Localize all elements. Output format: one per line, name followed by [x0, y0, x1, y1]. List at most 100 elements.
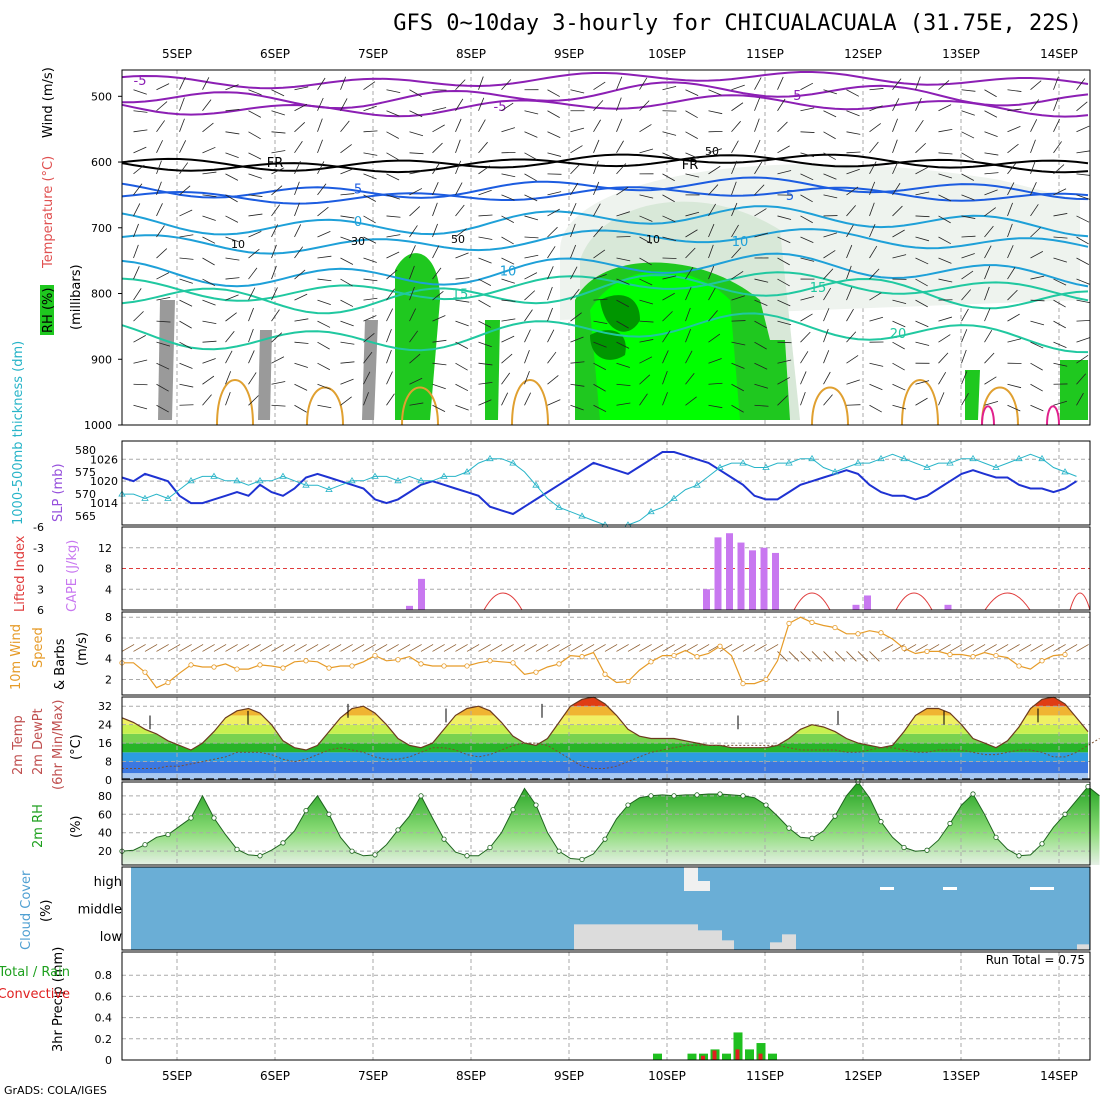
wind-barb — [340, 299, 354, 307]
low-cloud-block — [698, 930, 722, 950]
top-date-axis: 5SEP 6SEP 7SEP 8SEP 9SEP 10SEP 11SEP 12SEP 13SEP… — [162, 47, 1078, 61]
isotherm-line — [121, 271, 1089, 302]
wind-barb — [478, 214, 493, 217]
wind-barb — [363, 194, 377, 202]
wind-barb — [846, 224, 854, 238]
wind-tick-label: 4 — [105, 653, 112, 666]
wind-barb — [455, 228, 467, 238]
wind-barb — [708, 358, 722, 364]
wind-barb — [1076, 215, 1090, 223]
wind-barb — [1007, 202, 1013, 217]
wind-barb — [202, 236, 216, 244]
wind-barb — [179, 209, 193, 217]
wind-barb — [570, 89, 585, 94]
wind-barb — [156, 644, 169, 652]
wind-barb — [179, 341, 192, 350]
wind-barb — [547, 644, 560, 652]
wind-barb — [179, 257, 194, 260]
wind-barb — [340, 278, 353, 287]
thickness-line-point — [739, 459, 747, 466]
cape-bar — [418, 578, 425, 610]
wind-barb — [984, 152, 999, 156]
wind-barb — [823, 173, 837, 180]
wind-barb — [616, 211, 630, 217]
wind-barb — [455, 320, 469, 327]
rh-ylabel: 2m RH — [31, 804, 46, 848]
wind-barb — [915, 191, 930, 196]
wind-barb — [1030, 119, 1038, 132]
rh-shade-area — [590, 330, 626, 360]
wind-barb — [455, 79, 466, 90]
wind-barb — [1076, 392, 1084, 406]
wind-barb — [225, 257, 240, 261]
rh-line-point — [671, 793, 677, 799]
wind-barb — [984, 352, 995, 364]
wind-barb — [972, 644, 986, 652]
wind-barb — [340, 257, 354, 265]
wind-barb — [248, 372, 257, 385]
wind-barb — [616, 341, 630, 349]
rh-line-point — [142, 842, 148, 848]
rh-frame — [121, 781, 1091, 866]
precip-total-bar — [653, 1053, 662, 1060]
li-line — [483, 592, 523, 611]
wind-barb — [650, 644, 664, 652]
wind-barb — [524, 194, 538, 202]
wind-barb — [823, 308, 830, 322]
wind-barb — [961, 253, 975, 259]
li-line — [984, 592, 1031, 611]
temp-tick-label: 32 — [98, 700, 112, 713]
wind-barb — [524, 131, 538, 138]
wind-barb — [317, 139, 323, 153]
wind-barb — [570, 202, 577, 217]
wind-tick-label: 6 — [105, 632, 112, 645]
wind-barb — [570, 383, 585, 387]
wind-barb — [512, 644, 526, 652]
wind-barb — [420, 644, 434, 652]
wind-barb — [455, 277, 470, 280]
wind-barb — [121, 644, 135, 652]
wind-barb — [731, 160, 738, 175]
wind-barb — [869, 362, 884, 367]
thickness-line-point — [509, 459, 517, 466]
wind-barb — [1030, 182, 1037, 196]
wind-barb — [248, 395, 259, 406]
wind-speed-line-point — [901, 645, 907, 651]
rh-shade-area — [765, 340, 790, 420]
wind-barb — [524, 371, 530, 385]
wind-barb — [317, 644, 330, 652]
wind-barb — [742, 644, 756, 652]
wind-barb — [547, 307, 553, 322]
precip-ylabel: 3hr Precip (mm) — [51, 947, 66, 1052]
wind-barb — [524, 236, 539, 239]
wind-barb — [432, 644, 445, 652]
wind-barb — [478, 141, 488, 154]
wind-barb — [1030, 204, 1039, 217]
wind-barb — [915, 397, 928, 406]
rh-line-point — [993, 834, 999, 840]
rh-tick-label: 20 — [98, 845, 112, 858]
wind-barb — [501, 79, 512, 90]
thickness-line-point — [854, 459, 862, 466]
wind-barb — [1007, 89, 1022, 92]
wind-barb — [248, 287, 256, 301]
upper-ylabel-units: (millibars) — [69, 264, 84, 330]
wind-barb — [455, 118, 462, 132]
wind-barb — [731, 644, 744, 652]
high-cloud-block — [943, 887, 957, 890]
wind-barb — [685, 287, 692, 301]
cape-bar — [406, 605, 413, 610]
wind-barb — [1076, 101, 1088, 112]
wind-barb — [524, 215, 539, 221]
wind-barb — [156, 272, 170, 280]
warm-isotherm-loop — [511, 379, 549, 426]
isotherm-line — [121, 94, 1089, 118]
wind-speed-line-point — [625, 678, 631, 685]
wind-barb — [317, 341, 330, 350]
wind-barb — [731, 247, 742, 259]
wind-barb — [984, 189, 998, 196]
isotherm-line — [121, 71, 1089, 90]
wind-barb — [432, 161, 441, 175]
wind-barb — [869, 404, 882, 413]
rh-line-point — [901, 844, 907, 851]
